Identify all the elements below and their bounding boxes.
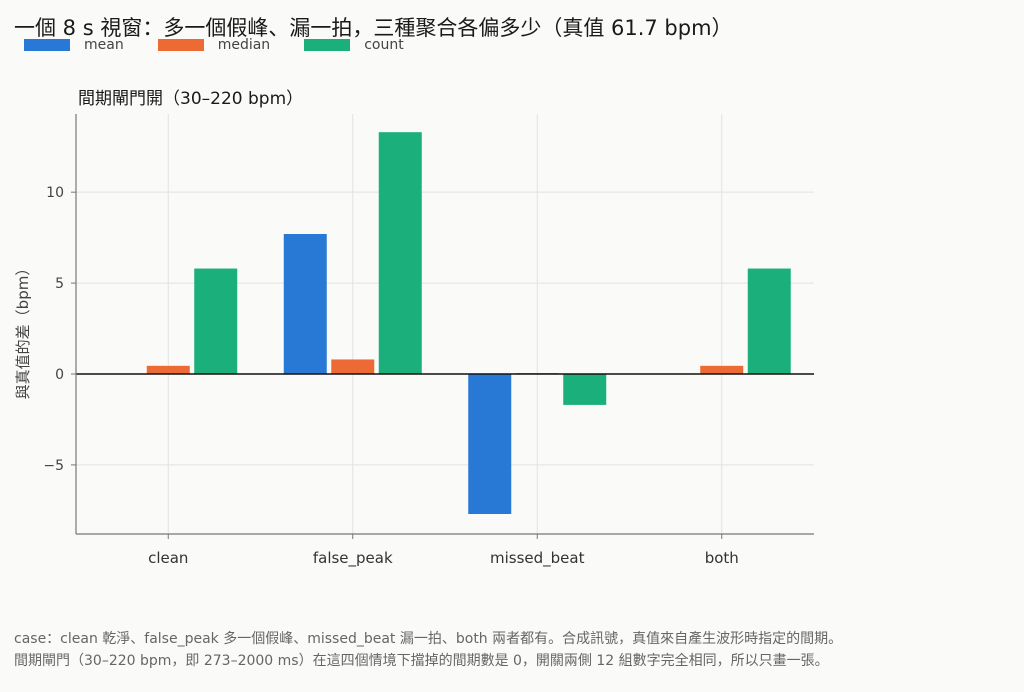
bar-count-missed_beat [563, 374, 607, 405]
footnote: case：clean 乾淨、false_peak 多一個假峰、missed_be… [14, 628, 842, 672]
y-tick-label: 5 [55, 276, 64, 292]
bar-mean-false_peak [283, 234, 327, 374]
legend: mean median count [24, 36, 438, 54]
x-tick-label: missed_beat [490, 549, 585, 568]
chart-subtitle: 間期閘門開（30–220 bpm） [78, 89, 304, 109]
bar-mean-missed_beat [468, 374, 512, 514]
y-axis-label: 與真值的差（bpm） [14, 261, 32, 400]
footnote-line-2: 間期閘門（30–220 bpm，即 273–2000 ms）在這四個情境下擋掉的… [14, 653, 829, 669]
legend-item-mean: mean [24, 37, 124, 53]
bar-chart: −5 0 5 10 clean false_peak missed_beat both 與真值的… [14, 114, 814, 568]
legend-item-count: count [304, 37, 404, 53]
bar-median-clean [146, 365, 190, 374]
legend-label-mean: mean [84, 37, 124, 53]
legend-label-count: count [364, 37, 404, 53]
bar-median-false_peak [331, 359, 375, 374]
bar-count-false_peak [378, 132, 422, 374]
legend-swatch-median [157, 39, 204, 51]
y-tick-label: −5 [43, 458, 64, 474]
bar-median-both [700, 365, 744, 374]
footnote-line-1: case：clean 乾淨、false_peak 多一個假峰、missed_be… [14, 631, 843, 647]
legend-swatch-count [304, 39, 351, 51]
x-tick-label: false_peak [313, 549, 393, 568]
legend-item-median: median [157, 37, 271, 53]
legend-label-median: median [217, 37, 271, 53]
legend-swatch-mean [24, 39, 70, 51]
x-tick-label: both [705, 549, 739, 567]
y-tick-label: 10 [46, 185, 64, 201]
chart-title: 一個 8 s 視窗：多一個假峰、漏一拍，三種聚合各偏多少（真值 61.7 bpm… [14, 16, 733, 40]
bar-count-both [747, 268, 791, 374]
bar-count-clean [194, 268, 238, 374]
y-tick-label: 0 [55, 367, 64, 383]
x-tick-label: clean [148, 549, 188, 567]
